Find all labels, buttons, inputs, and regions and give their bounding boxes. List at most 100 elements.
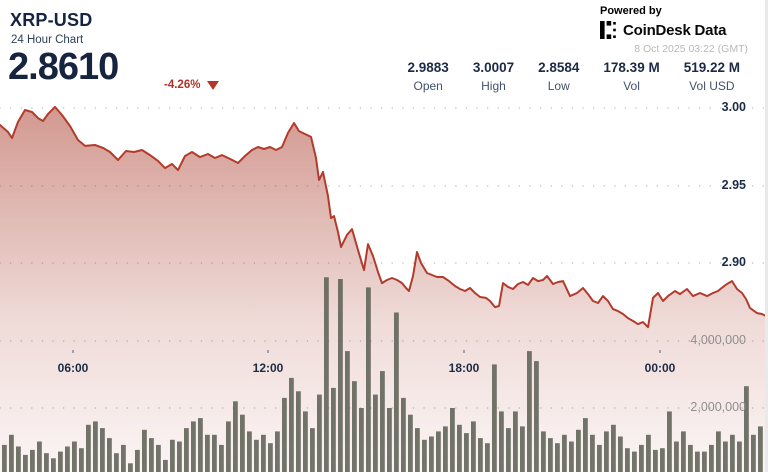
volume-bar <box>590 434 595 472</box>
volume-bar <box>107 438 112 472</box>
volume-bar <box>261 434 266 472</box>
volume-bar <box>751 434 756 472</box>
volume-bar <box>548 438 553 472</box>
volume-bar <box>254 439 259 472</box>
volume-bar <box>163 459 168 472</box>
ohlc-stats-row: 2.9883 Open 3.0007 High 2.8584 Low 178.3… <box>396 60 752 93</box>
volume-bar <box>184 428 189 472</box>
chart-canvas[interactable] <box>0 100 768 472</box>
stat-vol-usd-label: Vol USD <box>689 79 735 93</box>
volume-bar <box>541 431 546 472</box>
volume-bar <box>282 397 287 472</box>
volume-bar <box>632 451 637 472</box>
volume-bar <box>44 453 49 472</box>
stat-vol: 178.39 M Vol <box>591 60 671 93</box>
volume-bar <box>688 444 693 472</box>
coindesk-logo-icon <box>600 21 616 39</box>
price-change-percent: -4.26% <box>164 79 201 91</box>
volume-bar <box>625 448 630 472</box>
stat-low-value: 2.8584 <box>538 60 580 75</box>
price-volume-chart[interactable] <box>0 100 768 472</box>
chart-subtitle: 24 Hour Chart <box>11 34 84 46</box>
volume-bar <box>450 408 455 472</box>
volume-bar <box>212 434 217 472</box>
coindesk-brand[interactable]: CoinDesk Data <box>600 21 748 39</box>
stat-vol-usd: 519.22 M Vol USD <box>672 60 752 93</box>
volume-bar <box>604 431 609 472</box>
volume-bar <box>569 441 574 472</box>
price-area-fill <box>0 106 768 472</box>
volume-bar <box>730 434 735 472</box>
volume-bar <box>219 444 224 472</box>
volume-bar <box>16 446 21 472</box>
volume-bar <box>79 448 84 472</box>
volume-bar <box>121 444 126 472</box>
volume-bar <box>401 397 406 472</box>
volume-bar <box>149 438 154 472</box>
volume-bar <box>702 451 707 472</box>
volume-bar <box>660 448 665 472</box>
volume-bar <box>520 426 525 472</box>
volume-bar <box>324 277 329 472</box>
stat-low: 2.8584 Low <box>526 60 591 93</box>
current-price: 2.8610 <box>8 46 119 88</box>
volume-bar <box>303 411 308 472</box>
volume-bar <box>667 411 672 472</box>
powered-by-label: Powered by <box>600 5 662 17</box>
volume-bar <box>513 411 518 472</box>
volume-bar <box>464 433 469 472</box>
attribution: Powered by CoinDesk Data 8 Oct 2025 03:2… <box>600 5 748 55</box>
volume-bar <box>93 421 98 472</box>
volume-bar <box>9 434 14 472</box>
volume-bar <box>387 408 392 472</box>
volume-bar <box>345 351 350 472</box>
volume-bar <box>72 441 77 472</box>
volume-bar <box>100 428 105 472</box>
volume-bar <box>478 438 483 472</box>
stat-open-label: Open <box>413 79 443 93</box>
stat-low-label: Low <box>547 79 570 93</box>
volume-bar <box>695 451 700 472</box>
volume-bar <box>597 444 602 472</box>
volume-bar <box>674 441 679 472</box>
price-line <box>0 105 768 329</box>
volume-bar <box>51 458 56 472</box>
down-arrow-icon <box>207 80 220 90</box>
volume-bar <box>653 449 658 472</box>
volume-bar <box>408 414 413 472</box>
stat-vol-value: 178.39 M <box>603 60 660 75</box>
volume-bar <box>226 421 231 472</box>
volume-bar <box>289 377 294 472</box>
volume-bar <box>681 431 686 472</box>
chart-timestamp: 8 Oct 2025 03:22 (GMT) <box>634 43 748 55</box>
volume-bar <box>366 287 371 472</box>
volume-bar <box>492 364 497 472</box>
volume-bar <box>744 386 749 472</box>
volume-bar <box>436 431 441 472</box>
volume-bar <box>142 429 147 472</box>
volume-bar <box>709 444 714 472</box>
volume-bar <box>268 443 273 472</box>
coindesk-brand-name: CoinDesk Data <box>623 21 727 39</box>
volume-bar <box>583 418 588 472</box>
volume-bar <box>296 391 301 472</box>
volume-bar <box>415 428 420 472</box>
volume-bar <box>723 441 728 472</box>
volume-bar <box>562 434 567 472</box>
stat-high-value: 3.0007 <box>472 60 515 75</box>
volume-bar <box>317 394 322 472</box>
volume-bar <box>639 444 644 472</box>
volume-bar <box>135 449 140 472</box>
volume-bar <box>65 446 70 472</box>
stat-high: 3.0007 High <box>461 60 526 93</box>
volume-bar <box>23 454 28 472</box>
stat-vol-label: Vol <box>623 79 640 93</box>
volume-bar <box>422 439 427 472</box>
volume-bar <box>233 401 238 472</box>
volume-bar <box>380 371 385 472</box>
volume-bar <box>576 429 581 472</box>
volume-bar <box>198 418 203 472</box>
volume-bar <box>310 428 315 472</box>
volume-bar <box>611 424 616 472</box>
